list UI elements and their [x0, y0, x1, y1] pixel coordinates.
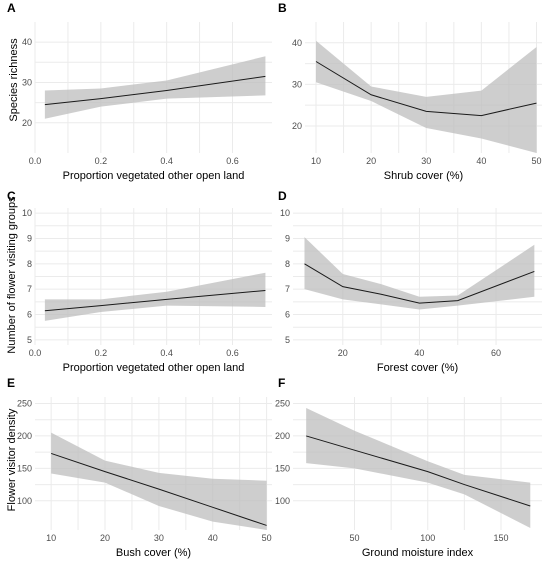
y-tick-label: 100	[17, 496, 32, 506]
y-tick-label: 8	[27, 259, 32, 269]
x-tick-label: 30	[421, 156, 431, 166]
x-tick-label: 20	[100, 533, 110, 543]
x-tick-label: 0.4	[160, 348, 173, 358]
y-tick-label: 20	[22, 118, 32, 128]
y-tick-label: 5	[27, 335, 32, 345]
panel-a: 0.0 0.2 0.4 0.6 20 30 40 Proportion vegetated o…	[7, 1, 272, 182]
x-tick-label: 10	[311, 156, 321, 166]
confidence-band	[304, 237, 535, 310]
x-axis-label: Forest cover (%)	[377, 362, 458, 374]
y-tick-label: 7	[285, 284, 290, 294]
fitted-line	[315, 61, 537, 117]
x-axis-label: Shrub cover (%)	[384, 170, 463, 182]
confidence-band	[51, 432, 267, 530]
y-tick-label: 100	[275, 496, 290, 506]
panel-d: 20 40 60 5 6 7 8 9 10 Forest cover (%) D	[278, 189, 542, 374]
x-tick-label: 150	[493, 533, 508, 543]
x-axis-label: Bush cover (%)	[116, 547, 191, 559]
x-tick-label: 50	[262, 533, 272, 543]
y-axis-label-flower-visiting-groups: Number of flower visiting groups	[6, 196, 18, 354]
x-tick-label: 40	[208, 533, 218, 543]
confidence-band	[316, 40, 537, 153]
x-tick-label: 40	[476, 156, 486, 166]
x-tick-label: 0.6	[226, 348, 239, 358]
y-tick-label: 6	[27, 310, 32, 320]
y-tick-label: 40	[292, 38, 302, 48]
y-tick-label: 150	[275, 463, 290, 473]
confidence-band	[306, 408, 531, 529]
y-tick-label: 20	[292, 121, 302, 131]
confidence-band	[44, 272, 266, 321]
y-tick-label: 9	[27, 233, 32, 243]
y-axis-label-species-richness: Species richness	[8, 38, 20, 122]
x-tick-label: 0.6	[226, 156, 239, 166]
panel-label: E	[7, 376, 15, 390]
x-tick-label: 40	[414, 348, 424, 358]
confidence-band	[44, 56, 266, 119]
fitted-line	[44, 75, 266, 106]
y-tick-label: 250	[17, 398, 32, 408]
x-tick-label: 20	[338, 348, 348, 358]
panel-b: 10 20 30 40 50 20 30 40 Shrub cover (%) B	[278, 1, 542, 182]
panel-c: 0.0 0.2 0.4 0.6 5 6 7 8 9 10 Proportion vegetated …	[7, 189, 272, 374]
x-axis-label: Ground moisture index	[362, 547, 474, 559]
y-tick-label: 200	[17, 431, 32, 441]
y-tick-label: 8	[285, 259, 290, 269]
x-tick-label: 10	[46, 533, 56, 543]
y-tick-label: 6	[285, 310, 290, 320]
x-axis-label: Proportion vegetated other open land	[63, 362, 245, 374]
x-tick-label: 0.0	[29, 348, 42, 358]
y-tick-label: 10	[280, 208, 290, 218]
y-tick-label: 40	[22, 37, 32, 47]
panel-f: 50 100 150 100 150 200 250 Ground moisture inde…	[275, 376, 542, 559]
fitted-line	[306, 435, 531, 507]
y-tick-label: 250	[275, 398, 290, 408]
y-tick-label: 5	[285, 335, 290, 345]
x-tick-label: 100	[420, 533, 435, 543]
y-tick-label: 9	[285, 233, 290, 243]
x-tick-label: 50	[350, 533, 360, 543]
y-tick-label: 7	[27, 284, 32, 294]
x-tick-label: 30	[154, 533, 164, 543]
y-tick-label: 200	[275, 431, 290, 441]
y-axis-label-flower-visitor-density: Flower visitor density	[6, 408, 18, 511]
x-tick-label: 50	[531, 156, 541, 166]
y-tick-label: 30	[292, 79, 302, 89]
x-tick-label: 0.2	[95, 348, 108, 358]
x-tick-label: 0.0	[29, 156, 42, 166]
panel-label: A	[7, 1, 16, 15]
panel-label: B	[278, 1, 287, 15]
panel-label: D	[278, 189, 287, 203]
panel-label: C	[7, 189, 16, 203]
fitted-line	[50, 452, 267, 526]
x-tick-label: 20	[366, 156, 376, 166]
x-tick-label: 60	[491, 348, 501, 358]
y-tick-label: 30	[22, 77, 32, 87]
x-tick-label: 0.2	[95, 156, 108, 166]
panel-label: F	[278, 376, 285, 390]
y-tick-label: 10	[22, 208, 32, 218]
fitted-line	[44, 289, 266, 312]
x-tick-label: 0.4	[160, 156, 173, 166]
panel-e: 10 20 30 40 50 100 150 200 250 Bush cover (%) E	[7, 376, 272, 559]
y-tick-label: 150	[17, 463, 32, 473]
fitted-line	[304, 263, 535, 304]
x-axis-label: Proportion vegetated other open land	[63, 170, 245, 182]
